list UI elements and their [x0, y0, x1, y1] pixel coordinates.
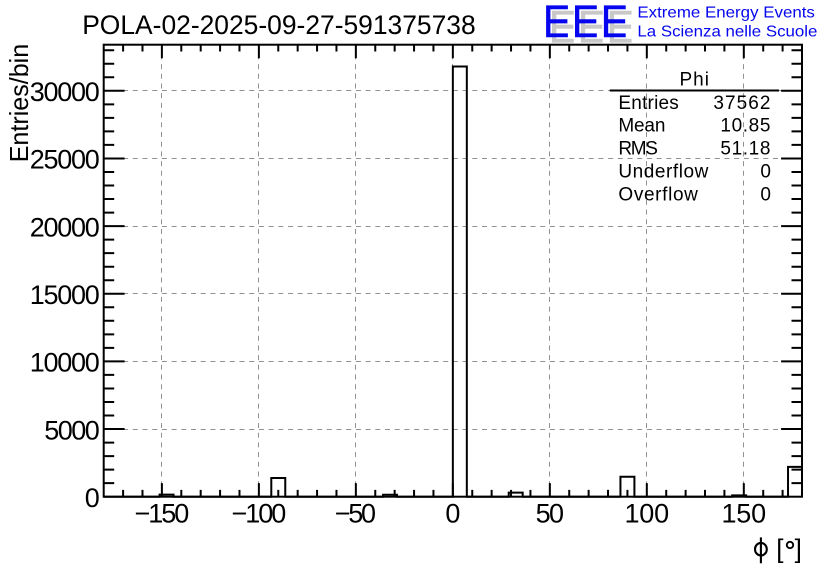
svg-text:POLA-02-2025-09-27-591375738: POLA-02-2025-09-27-591375738	[82, 10, 476, 40]
svg-text:La Scienza nelle Scuole: La Scienza nelle Scuole	[637, 24, 817, 41]
svg-text:0: 0	[445, 498, 460, 528]
svg-text:−50: −50	[335, 498, 376, 528]
svg-text:0: 0	[760, 184, 771, 205]
svg-text:50: 50	[536, 498, 565, 528]
svg-text:Mean: Mean	[618, 116, 665, 137]
svg-text:5000: 5000	[44, 415, 100, 445]
svg-text:]: ]	[795, 533, 802, 563]
svg-text:Entries: Entries	[618, 93, 678, 114]
svg-text:Underflow: Underflow	[618, 162, 708, 183]
svg-text:150: 150	[722, 498, 767, 528]
svg-text:RMS: RMS	[618, 138, 658, 159]
svg-text:Overflow: Overflow	[618, 184, 698, 205]
svg-text:−100: −100	[232, 498, 287, 528]
svg-text:0: 0	[760, 162, 771, 183]
svg-text:30000: 30000	[30, 77, 100, 107]
svg-text:Phi: Phi	[679, 70, 709, 91]
svg-text:37562: 37562	[713, 93, 770, 114]
svg-text:Extreme Energy Events: Extreme Energy Events	[637, 5, 815, 22]
svg-text:51.18: 51.18	[720, 138, 770, 159]
svg-text:10000: 10000	[30, 348, 100, 378]
svg-text:Entries/bin: Entries/bin	[4, 44, 34, 163]
svg-text:15000: 15000	[30, 280, 100, 310]
svg-text:[: [	[776, 533, 784, 563]
svg-text:25000: 25000	[30, 145, 100, 175]
svg-text:0: 0	[85, 483, 100, 513]
svg-text:100: 100	[625, 498, 670, 528]
svg-text:10.85: 10.85	[720, 116, 770, 137]
svg-text:−150: −150	[135, 498, 190, 528]
svg-text:20000: 20000	[30, 212, 100, 242]
